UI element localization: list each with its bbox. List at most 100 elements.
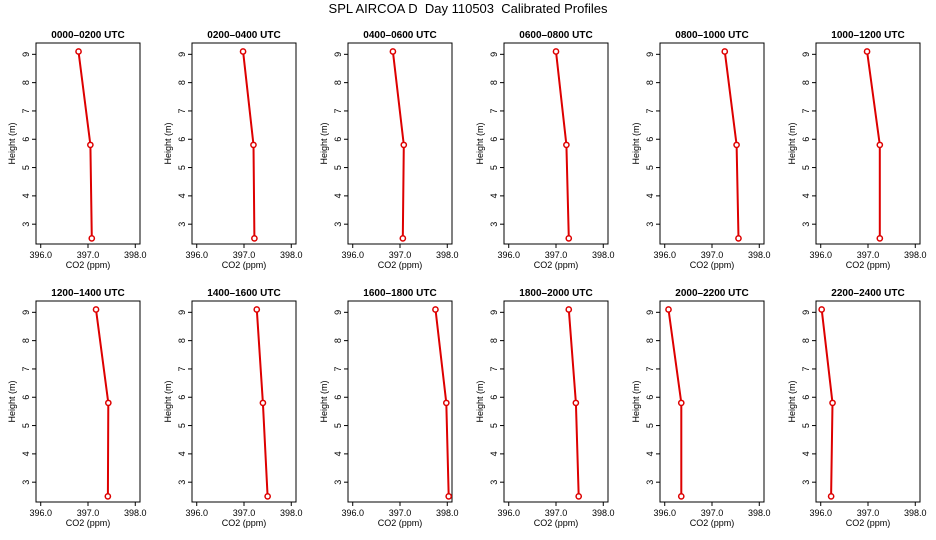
y-axis-label: Height (m) — [475, 122, 485, 164]
plot-frame — [191, 42, 297, 245]
plot-frame — [503, 42, 609, 245]
x-tick-label: 397.0 — [545, 250, 568, 260]
y-tick-label: 7 — [801, 108, 811, 113]
profile-point — [575, 492, 583, 500]
plot-frame — [659, 42, 765, 245]
profile-point — [563, 141, 570, 149]
y-tick-label: 3 — [21, 222, 31, 227]
profile-point — [432, 306, 439, 313]
x-tick-label: 396.0 — [185, 250, 208, 260]
y-axis-label: Height (m) — [7, 122, 17, 164]
y-tick-label: 6 — [645, 395, 655, 400]
profile-point — [735, 234, 742, 242]
y-tick-label: 8 — [21, 80, 31, 85]
y-tick-label: 3 — [645, 222, 655, 227]
x-tick-label: 396.0 — [29, 508, 52, 518]
y-tick-label: 8 — [645, 80, 655, 85]
profile-point — [572, 399, 580, 407]
panel-title: 2000–2200 UTC — [675, 288, 748, 299]
y-tick-label: 6 — [333, 137, 343, 142]
plot-frame — [35, 300, 141, 503]
profile-point — [818, 306, 826, 313]
y-tick-label: 7 — [801, 366, 811, 371]
y-tick-label: 8 — [21, 338, 31, 343]
y-tick-label: 6 — [21, 395, 31, 400]
profile-point — [92, 306, 100, 313]
y-tick-label: 7 — [645, 108, 655, 113]
panel-title: 1000–1200 UTC — [831, 30, 904, 41]
x-tick-label: 397.0 — [857, 250, 880, 260]
profile-point — [399, 234, 407, 242]
profile-point — [75, 48, 82, 55]
x-tick-label: 396.0 — [341, 508, 364, 518]
y-tick-label: 9 — [333, 310, 343, 315]
y-tick-label: 4 — [333, 451, 343, 456]
y-tick-label: 5 — [489, 423, 499, 428]
x-tick-label: 398.0 — [592, 250, 615, 260]
x-axis-label: CO2 (ppm) — [846, 518, 891, 528]
plot-frame — [191, 300, 297, 503]
panel-title: 0400–0600 UTC — [363, 30, 436, 41]
profile-point — [552, 48, 560, 55]
plot-frame — [347, 42, 453, 245]
profile-point — [104, 492, 112, 500]
y-tick-label: 6 — [645, 137, 655, 142]
profile-point — [665, 306, 672, 313]
x-tick-label: 398.0 — [904, 508, 927, 518]
y-tick-label: 7 — [333, 366, 343, 371]
x-tick-label: 398.0 — [436, 508, 459, 518]
panel-title: 0000–0200 UTC — [51, 30, 124, 41]
y-axis-label: Height (m) — [631, 122, 641, 164]
y-tick-label: 4 — [801, 193, 811, 198]
profile-point — [565, 306, 573, 313]
x-axis-label: CO2 (ppm) — [66, 518, 111, 528]
x-tick-label: 396.0 — [185, 508, 208, 518]
y-tick-label: 4 — [801, 451, 811, 456]
y-tick-label: 3 — [177, 480, 187, 485]
panel-title: 1800–2000 UTC — [519, 288, 592, 299]
y-tick-label: 8 — [333, 338, 343, 343]
y-tick-label: 5 — [333, 423, 343, 428]
x-axis-label: CO2 (ppm) — [534, 518, 579, 528]
y-tick-label: 9 — [801, 310, 811, 315]
profile-point — [104, 399, 112, 407]
y-tick-label: 4 — [21, 193, 31, 198]
y-axis-label: Height (m) — [787, 380, 797, 422]
y-axis-label: Height (m) — [631, 380, 641, 422]
y-axis-label: Height (m) — [319, 122, 329, 164]
y-tick-label: 6 — [177, 137, 187, 142]
x-axis-label: CO2 (ppm) — [690, 260, 735, 270]
x-tick-label: 398.0 — [748, 250, 771, 260]
y-tick-label: 5 — [333, 165, 343, 170]
x-tick-label: 396.0 — [653, 508, 676, 518]
y-tick-label: 6 — [21, 137, 31, 142]
y-tick-label: 8 — [801, 338, 811, 343]
x-tick-label: 396.0 — [497, 250, 520, 260]
y-tick-label: 3 — [489, 222, 499, 227]
plot-frame — [659, 300, 765, 503]
y-tick-label: 9 — [645, 52, 655, 57]
y-tick-label: 6 — [177, 395, 187, 400]
y-tick-label: 4 — [489, 451, 499, 456]
y-tick-label: 4 — [177, 193, 187, 198]
x-tick-label: 398.0 — [124, 508, 147, 518]
profile-point — [239, 48, 247, 55]
profile-point — [863, 48, 871, 55]
x-tick-label: 397.0 — [233, 250, 256, 260]
x-tick-label: 398.0 — [592, 508, 615, 518]
figure-title: SPL AIRCOA D Day 110503 Calibrated Profi… — [328, 1, 608, 16]
x-axis-label: CO2 (ppm) — [378, 518, 423, 528]
profile-point — [876, 141, 884, 149]
plot-frame — [347, 300, 453, 503]
profile-point — [677, 492, 685, 500]
y-tick-label: 7 — [177, 366, 187, 371]
y-tick-label: 9 — [801, 52, 811, 57]
y-tick-label: 3 — [489, 480, 499, 485]
y-tick-label: 6 — [489, 137, 499, 142]
profile-point — [389, 48, 397, 55]
y-tick-label: 9 — [177, 52, 187, 57]
y-tick-label: 3 — [333, 480, 343, 485]
x-tick-label: 397.0 — [389, 250, 412, 260]
profile-point — [442, 399, 450, 407]
